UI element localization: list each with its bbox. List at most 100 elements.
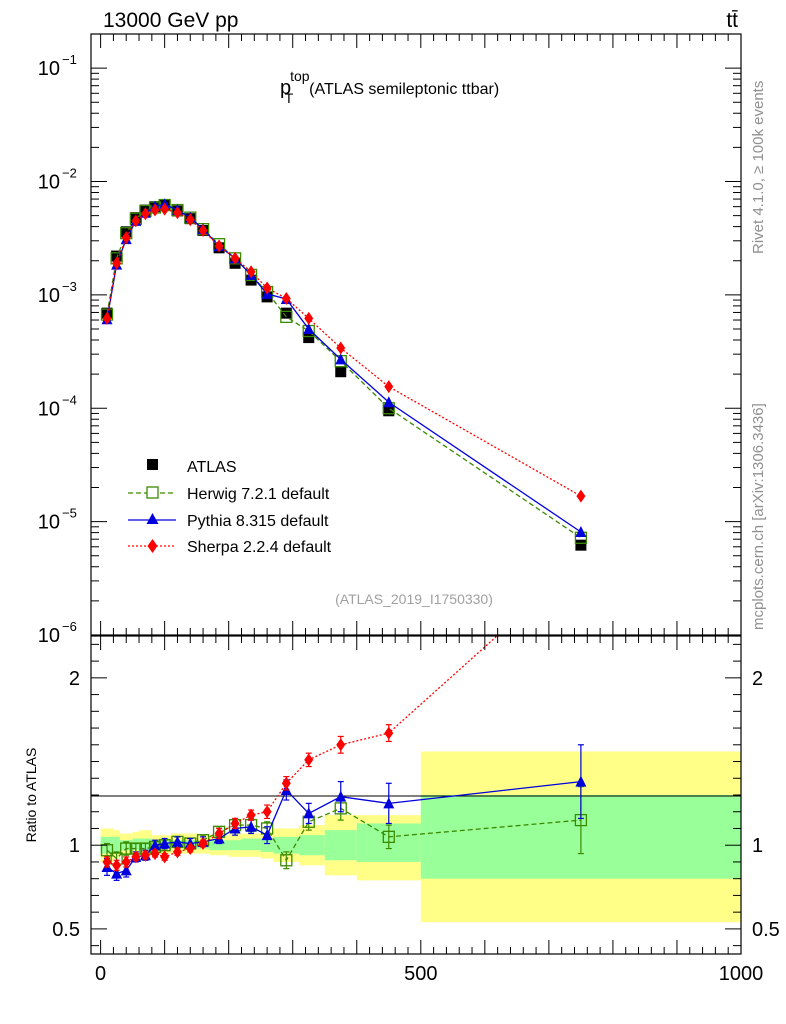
y-tick-label: 2 <box>69 668 80 690</box>
legend-marker-atlas <box>147 459 158 470</box>
ratio-point-herwig <box>280 854 293 867</box>
beam-label: 13000 GeV pp <box>103 9 238 32</box>
analysis-id-label: (ATLAS_2019_I1750330) <box>335 591 493 607</box>
point-atlas <box>575 539 587 551</box>
main-panel: 10−610−510−410−310−210−1 ptop T (ATLAS sem… <box>38 33 742 647</box>
ratio-point-sherpa <box>304 753 314 767</box>
band-green <box>299 835 325 856</box>
ratio-point-sherpa <box>160 850 170 864</box>
ratio-point-sherpa <box>121 855 131 869</box>
y-tick-label: 10 <box>38 285 60 307</box>
ratio-point-pythia <box>149 839 161 851</box>
ratio-point-sherpa <box>281 776 291 790</box>
ratio-point-pythia <box>383 797 395 809</box>
rivet-version-label: Rivet 4.1.0, ≥ 100k events <box>750 81 767 254</box>
point-atlas <box>280 307 292 319</box>
legend-marker-pythia <box>146 513 159 524</box>
ratio-point-sherpa <box>262 805 272 819</box>
y-tick-exponent: −1 <box>62 52 77 67</box>
legend-label-atlas: ATLAS <box>187 459 237 476</box>
title-sup: top <box>290 68 310 84</box>
y-tick-label-right: 0.5 <box>752 919 780 941</box>
ratio-uncertainty-bands <box>100 751 741 923</box>
point-sherpa <box>150 203 160 217</box>
y-tick-label: 10 <box>38 172 60 194</box>
plot-title: ptop T (ATLAS semileptonic ttbar) <box>280 68 499 106</box>
point-atlas <box>111 250 123 262</box>
y-tick-label: 10 <box>38 58 60 80</box>
point-pythia <box>575 526 587 538</box>
ratio-point-pythia <box>111 867 123 879</box>
mcplots-label: mcplots.cern.ch [arXiv:1306.3436] <box>750 403 767 630</box>
y-tick-label: 1 <box>69 835 80 857</box>
point-sherpa <box>112 256 122 270</box>
band-green <box>324 830 357 861</box>
ratio-point-sherpa <box>198 837 208 851</box>
legend: ATLAS Herwig 7.2.1 default Pythia 8.315 … <box>128 459 332 556</box>
ratio-point-sherpa <box>214 826 224 840</box>
title-sub: T <box>285 90 294 106</box>
point-herwig <box>280 310 293 324</box>
ratio-point-pythia <box>171 835 183 847</box>
title-p: p <box>280 77 291 99</box>
y-tick-label: 10 <box>38 512 60 534</box>
point-sherpa <box>576 489 586 503</box>
ratio-point-sherpa <box>230 816 240 830</box>
point-sherpa <box>214 239 224 253</box>
y-tick-exponent: −5 <box>62 506 77 521</box>
main-frame <box>90 33 742 636</box>
ratio-point-herwig <box>120 842 133 855</box>
process-label: tt̄ <box>726 9 738 32</box>
legend-label-pythia: Pythia 8.315 default <box>187 513 329 530</box>
point-sherpa <box>160 202 170 216</box>
ratio-point-sherpa <box>246 808 256 822</box>
ratio-point-sherpa <box>336 738 346 752</box>
ratio-point-herwig <box>382 830 395 843</box>
y-tick-label: 0.5 <box>52 919 80 941</box>
point-sherpa <box>304 311 314 325</box>
y-tick-exponent: −4 <box>62 392 77 407</box>
y-tick-exponent: −2 <box>62 166 77 181</box>
y-tick-exponent: −3 <box>62 279 77 294</box>
ratio-y-axis: 0.5 0.5 1 1 2 2 <box>52 643 780 947</box>
point-atlas <box>335 366 347 378</box>
point-sherpa <box>185 213 195 227</box>
point-sherpa <box>131 214 141 228</box>
ratio-point-sherpa <box>185 842 195 856</box>
ratio-point-sherpa <box>172 845 182 859</box>
y-tick-label: 10 <box>38 625 60 647</box>
ratio-x-axis: 0 500 1000 <box>95 636 763 985</box>
y-tick-exponent: −6 <box>62 619 77 634</box>
point-atlas <box>303 332 315 344</box>
title-rest: (ATLAS semileptonic ttbar) <box>309 81 499 98</box>
x-tick-label: 0 <box>95 963 106 985</box>
point-atlas <box>383 405 395 417</box>
x-tick-label: 1000 <box>719 963 764 985</box>
point-sherpa <box>281 291 291 305</box>
band-green <box>228 840 242 851</box>
ratio-y-label: Ratio to ATLAS <box>23 748 39 843</box>
point-sherpa <box>262 281 272 295</box>
legend-label-herwig: Herwig 7.2.1 default <box>187 486 330 503</box>
band-green <box>260 838 274 852</box>
ratio-point-sherpa <box>150 847 160 861</box>
point-pythia <box>303 323 315 335</box>
ratio-point-pythia <box>261 829 273 841</box>
point-sherpa <box>246 265 256 279</box>
ratio-point-pythia <box>245 820 257 832</box>
point-sherpa <box>230 251 240 265</box>
band-green <box>209 840 229 851</box>
point-sherpa <box>102 311 112 325</box>
ratio-point-sherpa <box>576 554 585 567</box>
ratio-point-sherpa <box>384 726 394 740</box>
point-sherpa <box>336 341 346 355</box>
ratio-point-pythia <box>120 864 132 876</box>
ratio-point-pythia <box>159 837 171 849</box>
ratio-point-sherpa <box>102 855 112 869</box>
legend-marker-herwig <box>146 486 159 499</box>
point-sherpa <box>198 223 208 237</box>
point-sherpa <box>121 231 131 245</box>
point-pythia <box>383 396 395 408</box>
point-sherpa <box>172 206 182 220</box>
